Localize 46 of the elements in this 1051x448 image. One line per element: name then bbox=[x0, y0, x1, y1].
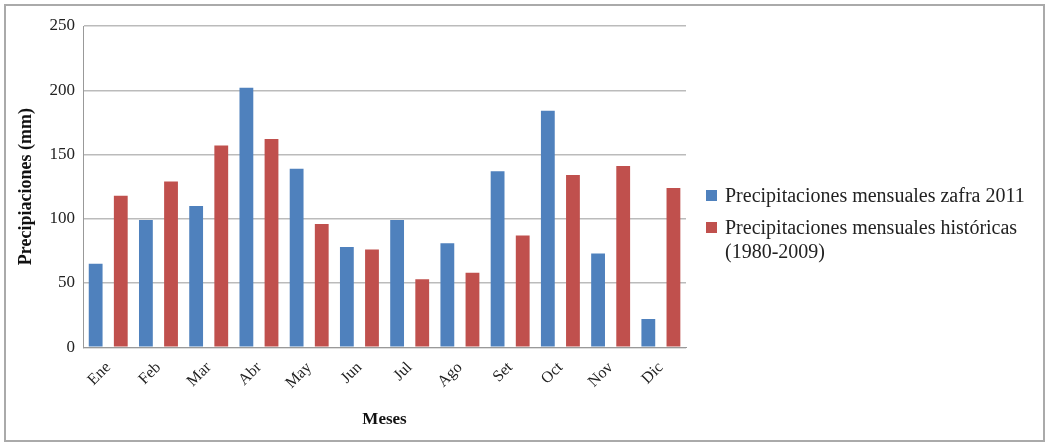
legend-label: Precipitaciones mensuales zafra 2011 bbox=[725, 183, 1025, 207]
x-tick-label: Set bbox=[488, 357, 516, 385]
bar bbox=[390, 220, 405, 347]
x-tick-label: Mar bbox=[182, 357, 215, 390]
bar bbox=[189, 205, 204, 347]
bar bbox=[666, 187, 681, 347]
bar bbox=[641, 319, 656, 347]
x-tick-label: Jul bbox=[389, 357, 416, 384]
x-tick-label: Nov bbox=[584, 358, 616, 390]
bar bbox=[138, 220, 153, 347]
bar bbox=[616, 166, 631, 347]
bar bbox=[339, 247, 354, 347]
bar bbox=[239, 87, 254, 347]
bar bbox=[214, 145, 229, 347]
bar bbox=[164, 181, 178, 347]
x-tick-label: May bbox=[281, 358, 315, 392]
bar bbox=[490, 171, 505, 347]
y-tick-label: 100 bbox=[49, 208, 76, 228]
bar bbox=[88, 263, 103, 347]
x-tick-label: Ene bbox=[83, 358, 114, 388]
x-tick-label: Dic bbox=[637, 358, 666, 387]
bar bbox=[540, 110, 555, 347]
bar bbox=[264, 139, 279, 347]
bar bbox=[289, 168, 304, 347]
bar bbox=[365, 249, 379, 347]
bar bbox=[113, 195, 128, 347]
bar bbox=[415, 279, 430, 347]
x-axis-title: Meses bbox=[362, 409, 408, 429]
x-tick-label: Feb bbox=[134, 358, 164, 388]
bar bbox=[314, 223, 329, 347]
legend-label: Precipitaciones mensuales históricas (1980-2009) bbox=[725, 215, 1019, 263]
x-tick-label: Abr bbox=[234, 357, 265, 388]
bar bbox=[440, 243, 455, 347]
y-tick-label: 0 bbox=[66, 336, 76, 356]
bar bbox=[465, 272, 480, 347]
x-tick-label: Jun bbox=[336, 358, 365, 386]
y-tick-label: 250 bbox=[49, 15, 76, 35]
bar bbox=[591, 253, 605, 347]
bar bbox=[515, 235, 530, 347]
y-axis-title: Precipiaciones (mm) bbox=[15, 108, 37, 266]
y-tick-label: 150 bbox=[49, 143, 76, 163]
y-tick-label: 50 bbox=[58, 272, 76, 292]
x-tick-label: Ago bbox=[433, 358, 466, 391]
bar bbox=[566, 175, 580, 347]
x-tick-label: Oct bbox=[537, 357, 566, 387]
y-tick-label: 200 bbox=[49, 79, 76, 99]
